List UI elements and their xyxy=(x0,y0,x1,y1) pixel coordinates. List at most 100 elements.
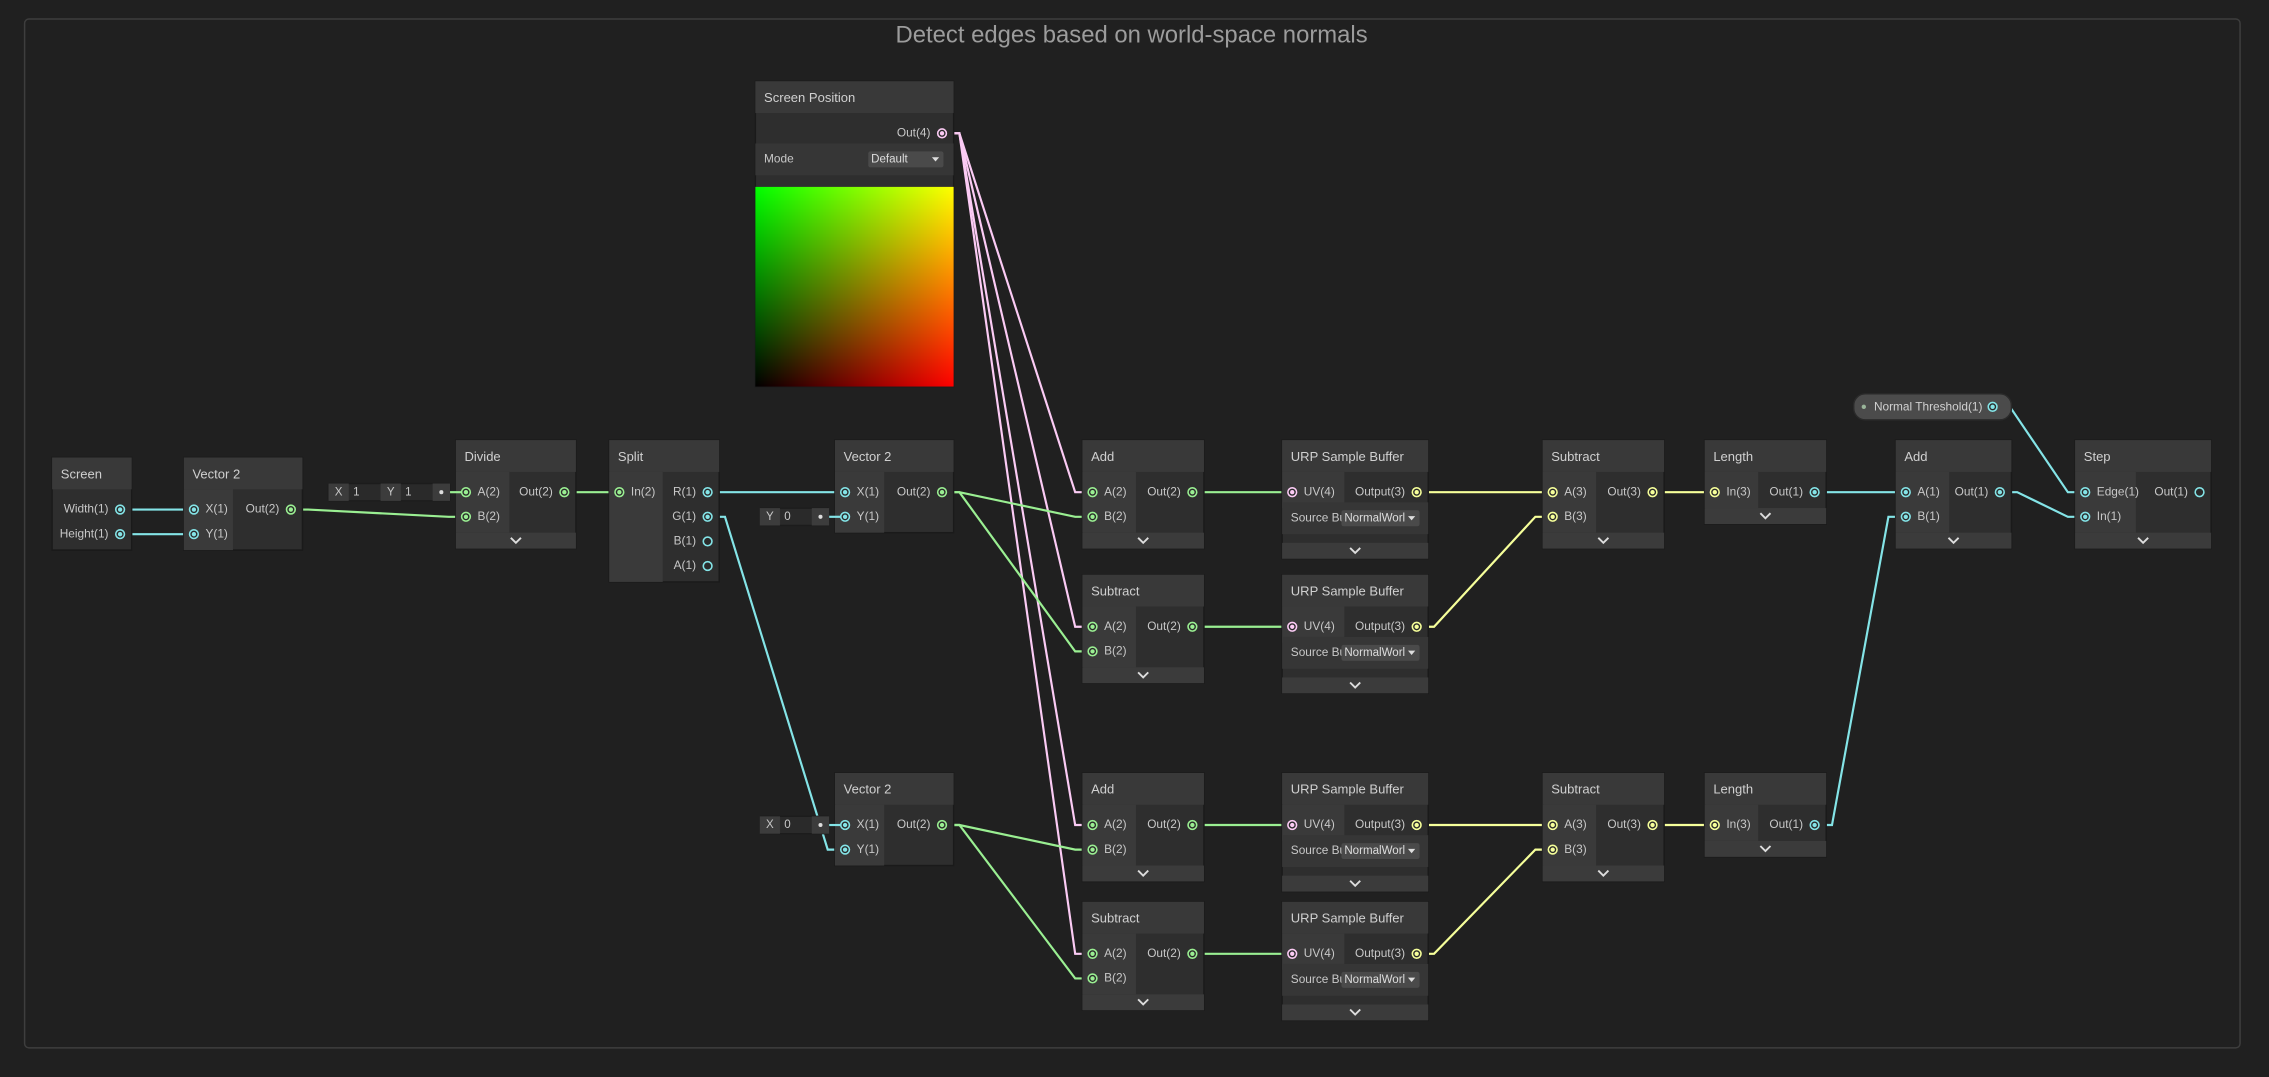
input-label: In(1) xyxy=(2097,509,2121,523)
node[interactable]: Vector 2 X(1) Y(1) Out(2) xyxy=(183,456,304,551)
node[interactable]: Add A(2) B(2) Out(2) xyxy=(1081,439,1205,550)
node-header xyxy=(183,457,303,490)
node[interactable]: Add A(2) B(2) Out(2) xyxy=(1081,772,1205,883)
port-fill xyxy=(939,822,945,828)
node[interactable]: URP Sample Buffer UV(4) Output(3) Source Bu… xyxy=(1281,772,1429,893)
port[interactable] xyxy=(2194,487,2205,498)
node[interactable]: Subtract A(2) B(2) Out(2) xyxy=(1081,900,1205,1011)
input-label: X(1) xyxy=(857,484,879,498)
port-fill xyxy=(1290,624,1295,629)
input-label: A(3) xyxy=(1564,484,1586,498)
dropdown[interactable] xyxy=(1341,644,1420,661)
field-value[interactable] xyxy=(781,509,811,525)
expand-chevron xyxy=(1597,537,1610,545)
expand-bar[interactable] xyxy=(1704,840,1827,857)
node[interactable]: Add A(1) B(1) Out(1) xyxy=(1894,439,2013,550)
node-header xyxy=(1082,901,1204,934)
expand-bar[interactable] xyxy=(1282,677,1429,694)
expand-bar[interactable] xyxy=(1282,1004,1429,1021)
dropdown[interactable] xyxy=(1341,510,1420,527)
expand-bar[interactable] xyxy=(1282,875,1429,892)
input-label: In(3) xyxy=(1726,484,1750,498)
node[interactable]: URP Sample Buffer UV(4) Output(3) Source Bu… xyxy=(1281,439,1429,560)
port-fill xyxy=(191,531,197,537)
dropdown-value: NormalWorl xyxy=(1344,845,1405,857)
dropdown-arrow xyxy=(1407,516,1416,521)
port[interactable] xyxy=(702,560,713,572)
dropdown[interactable] xyxy=(868,151,944,168)
output-label: Out(2) xyxy=(1147,484,1181,498)
node-title: Length xyxy=(1713,782,1753,797)
node[interactable]: Length In(3) Out(1) xyxy=(1703,772,1827,858)
node[interactable]: URP Sample Buffer UV(4) Output(3) Source Bu… xyxy=(1281,573,1429,695)
expand-bar[interactable] xyxy=(1082,994,1204,1011)
node[interactable]: URP Sample Buffer UV(4) Output(3) Source Bu… xyxy=(1281,900,1429,1022)
input-column xyxy=(2075,471,2136,533)
expand-chevron xyxy=(1137,998,1149,1006)
node[interactable]: Vector 2 X(1) Y(1) Y 0 Out(2) xyxy=(758,439,955,534)
field-label-bg xyxy=(328,483,349,501)
port-fill xyxy=(1290,490,1295,495)
expand-bar[interactable] xyxy=(1704,508,1827,525)
node[interactable]: Step Edge(1) In(1) Out(1) xyxy=(2074,439,2212,550)
expand-chevron xyxy=(1597,869,1610,877)
field-label-bg xyxy=(759,508,780,526)
field-label: Y xyxy=(387,486,395,498)
input-column xyxy=(834,471,885,533)
node[interactable]: Split In(2) R(1) G(1) B(1) A(1) xyxy=(608,439,720,583)
expand-bar[interactable] xyxy=(1082,865,1204,882)
dropdown[interactable] xyxy=(1341,843,1420,860)
field-port xyxy=(818,822,823,828)
expand-chevron xyxy=(1137,537,1149,545)
node-title: Step xyxy=(2084,449,2111,464)
port-fill xyxy=(1903,490,1908,495)
port-fill xyxy=(1190,951,1195,956)
node[interactable]: Subtract A(3) B(3) Out(3) xyxy=(1541,772,1665,883)
expand-chevron xyxy=(2137,537,2149,545)
expand-chevron xyxy=(1759,845,1772,853)
input-label: B(2) xyxy=(1104,842,1126,856)
expand-bar[interactable] xyxy=(1542,865,1665,882)
expand-chevron xyxy=(1349,880,1361,888)
expand-bar[interactable] xyxy=(1542,532,1665,549)
node[interactable]: Subtract A(2) B(2) Out(2) xyxy=(1081,573,1205,684)
input-label: B(2) xyxy=(1104,644,1126,658)
output-label: Out(1) xyxy=(1769,484,1803,498)
property-node[interactable]: Normal Threshold(1) xyxy=(1852,393,2013,421)
port-fill xyxy=(1712,490,1717,495)
input-column xyxy=(1082,606,1136,668)
expand-bar[interactable] xyxy=(1895,532,2012,549)
node[interactable]: Screen Width(1) Height(1) xyxy=(51,456,133,551)
node-header xyxy=(1542,440,1665,472)
node[interactable]: Subtract A(3) B(3) Out(3) xyxy=(1541,439,1665,550)
expand-bar[interactable] xyxy=(2075,532,2212,549)
output-label: Out(1) xyxy=(2154,484,2188,498)
field-label: Y xyxy=(766,511,774,523)
port-fill xyxy=(1550,847,1555,852)
input-label: B(1) xyxy=(1917,509,1939,523)
input-column xyxy=(1082,471,1136,533)
input-label: A(1) xyxy=(1917,484,1939,498)
dropdown[interactable] xyxy=(1341,971,1420,988)
input-label: B(2) xyxy=(478,509,500,523)
field-value[interactable] xyxy=(350,484,380,500)
control-label: Mode xyxy=(764,152,794,166)
port[interactable] xyxy=(702,536,713,547)
node-title: Add xyxy=(1904,449,1927,464)
node[interactable]: Screen Position Out(4) Mode Default xyxy=(754,80,955,388)
output-label: A(1) xyxy=(674,558,696,572)
port-fill xyxy=(1712,822,1717,828)
field-value[interactable] xyxy=(781,817,811,833)
expand-bar[interactable] xyxy=(1282,542,1429,559)
expand-bar[interactable] xyxy=(455,532,576,549)
port-fill xyxy=(1997,490,2003,495)
expand-bar[interactable] xyxy=(1082,667,1204,684)
node[interactable]: Length In(3) Out(1) xyxy=(1703,439,1827,525)
output-label: Width(1) xyxy=(64,502,109,516)
field-value[interactable] xyxy=(402,484,432,500)
output-label: Out(2) xyxy=(1147,817,1181,831)
input-label: B(2) xyxy=(1104,509,1126,523)
node[interactable]: Vector 2 X(1) X 0 Y(1) Out(2) xyxy=(758,772,955,867)
expand-bar[interactable] xyxy=(1082,532,1204,549)
